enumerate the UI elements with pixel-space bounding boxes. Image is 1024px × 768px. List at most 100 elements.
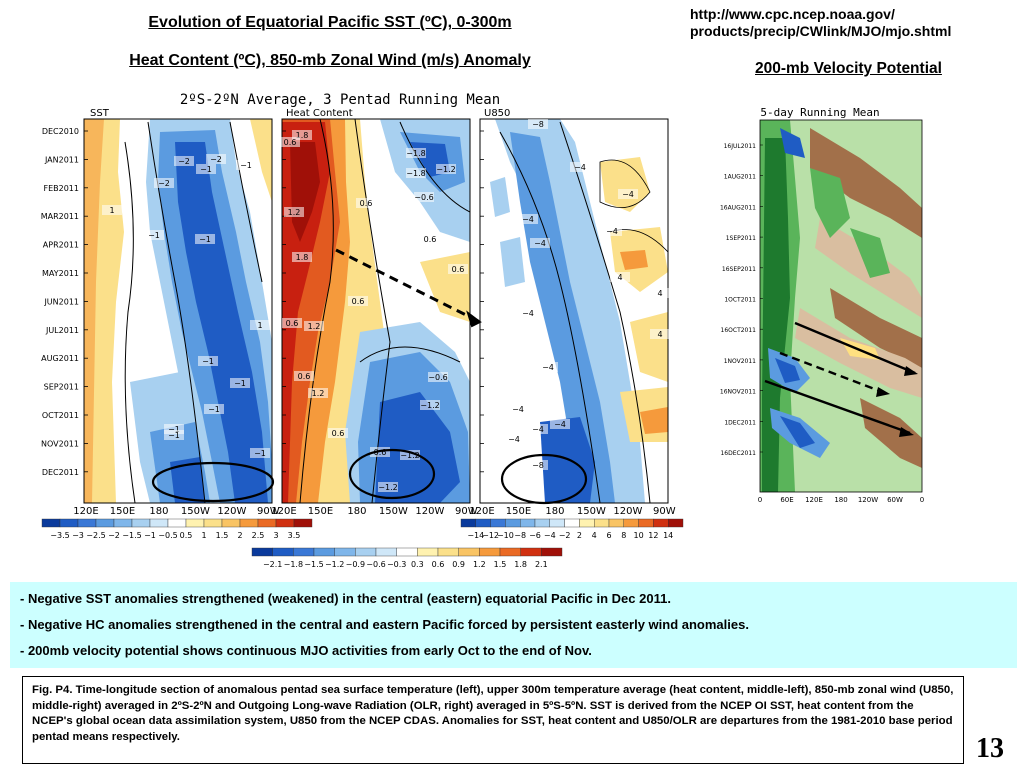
y-tick-label: JUL2011 (45, 326, 79, 335)
colorbar-swatch (272, 547, 294, 557)
olr-arrow-middle (779, 351, 886, 395)
x-tick-label: 90W (257, 506, 280, 517)
olr-x-tick-label: 60E (780, 496, 793, 504)
colorbar-label: −1 (144, 531, 156, 540)
contour-label: −4 (554, 420, 566, 429)
x-tick-label: 150W (577, 506, 606, 517)
colorbar-swatch (59, 518, 79, 528)
colorbar-label: −0.5 (158, 531, 177, 540)
y-tick-label: JUN2011 (43, 297, 79, 306)
contour-label-bg (400, 450, 420, 460)
colorbar-sst: −3.5 −3 −2.5 −2 −1.5 −1 −0.5 0.5 1 1.5 2 2.5 3 3.5 (41, 518, 313, 540)
olr-x-tick-label: 0 (758, 496, 762, 504)
colorbar-label: 0.6 (432, 560, 445, 569)
contour-label: 0.6 (452, 265, 465, 274)
colorbar-swatch (458, 547, 480, 557)
colorbar-swatch (203, 518, 223, 528)
olr-x-tick-label: 120W (858, 496, 878, 504)
contour-label: 1.2 (312, 389, 325, 398)
colorbar-swatch (334, 547, 356, 557)
contour-label-bg (304, 321, 324, 331)
contour-label: −1 (168, 431, 180, 440)
contour-label: 1 (109, 206, 114, 215)
panel-label-u850: U850 (484, 108, 510, 119)
colorbar-label: 0.3 (411, 560, 424, 569)
y-tick-label: AUG2011 (41, 354, 79, 363)
colorbar-label: 8 (621, 531, 626, 540)
contour-label: −1.2 (436, 165, 455, 174)
colorbar-swatch (499, 547, 521, 557)
colorbar-label: −0.6 (366, 560, 385, 569)
olr-y-tick-label: 16DEC2011 (720, 450, 756, 457)
contour-label: −4 (622, 190, 634, 199)
contour-label: −1.8 (406, 149, 425, 158)
contour-label-bg (518, 308, 538, 318)
hovmoller-title: 2ºS-2ºN Average, 3 Pentad Running Mean (180, 92, 500, 108)
panel-label-hc: Heat Content (286, 108, 353, 119)
olr-x-tick-labels: 0 60E 120E 180 120W 60W 0 (758, 496, 924, 504)
contour-label: −1.8 (406, 169, 425, 178)
contour-label-bg (328, 428, 348, 438)
colorbar-swatch (520, 547, 542, 557)
colorbar-swatch (668, 518, 684, 528)
colorbar-label: −2.1 (263, 560, 282, 569)
y-tick-label: JAN2011 (44, 155, 79, 164)
contour-label-bg (282, 318, 302, 328)
contour-label: −4 (532, 425, 544, 434)
olr-x-tick-label: 60W (887, 496, 903, 504)
contour-label: −1 (168, 425, 180, 434)
olr-arrow-lower (764, 379, 911, 435)
colorbar-swatch (355, 547, 377, 557)
contour-label: 0.6 (286, 319, 299, 328)
x-tick-label: 120E (271, 506, 296, 517)
colorbar-swatch (505, 518, 521, 528)
colorbar-swatch (313, 547, 335, 557)
y-tick-label: MAR2011 (41, 212, 79, 221)
contour-label: −8 (532, 120, 544, 129)
contour-label: −1 (199, 235, 211, 244)
contour-label: −1 (200, 165, 212, 174)
colorbar-swatch (239, 518, 259, 528)
colorbar-label: 1.2 (473, 560, 486, 569)
contour-label: −4 (606, 227, 618, 236)
olr-y-tick-label: 1SEP2011 (726, 235, 756, 242)
colorbar-label: −1.2 (325, 560, 344, 569)
y-tick-label: NOV2011 (41, 439, 79, 448)
colorbar-label: −0.9 (346, 560, 365, 569)
source-url[interactable]: http://www.cpc.ncep.noaa.gov/ products/p… (690, 6, 1024, 40)
colorbar-label: −0.3 (387, 560, 406, 569)
colorbar-label: 0.5 (180, 531, 193, 540)
y-tick-label: DEC2010 (42, 127, 79, 136)
olr-arrow-upper-head (904, 366, 918, 376)
contour-label-bg (230, 378, 250, 388)
highlight-ellipse-sst (151, 461, 275, 503)
contour-label-bg (602, 226, 622, 236)
x-tick-label: 90W (455, 506, 478, 517)
contour-label-bg (164, 424, 184, 434)
colorbar-swatch (131, 518, 151, 528)
contour-label: −1.2 (400, 451, 419, 460)
contour-labels: −2 −2−1 −1−21−1 −11−1−1−1−1−1−11.80.61.20.6… (102, 119, 670, 492)
x-tick-label: 180 (149, 506, 168, 517)
x-tick-label: 150W (181, 506, 210, 517)
colorbar-hc: −2.1 −1.8 −1.5 −1.2 −0.9 −0.6 −0.3 0.3 0.6 0.9 1.2… (251, 547, 563, 569)
contour-label: −2 (210, 155, 222, 164)
contour-label: −1 (240, 161, 252, 170)
colorbar-swatch (579, 518, 595, 528)
olr-y-tick-label: 16OCT2011 (721, 327, 757, 334)
colorbar-swatch (293, 518, 313, 528)
colorbar-label: 1 (201, 531, 206, 540)
colorbar-swatch (77, 518, 97, 528)
colorbar-label: −2 (559, 531, 571, 540)
y-tick-label: APR2011 (43, 241, 79, 250)
contour-label-bg (436, 164, 456, 174)
colorbar-label: 10 (634, 531, 644, 540)
contour-label-bg (650, 329, 670, 339)
colorbar-label: 3 (273, 531, 278, 540)
colorbar-label: 2 (577, 531, 582, 540)
olr-x-tick-label: 120E (805, 496, 823, 504)
colorbar-swatch (417, 547, 439, 557)
colorbar-label: 2.5 (252, 531, 265, 540)
y-tick-label: FEB2011 (43, 184, 79, 193)
colorbar-label: −10 (497, 531, 514, 540)
